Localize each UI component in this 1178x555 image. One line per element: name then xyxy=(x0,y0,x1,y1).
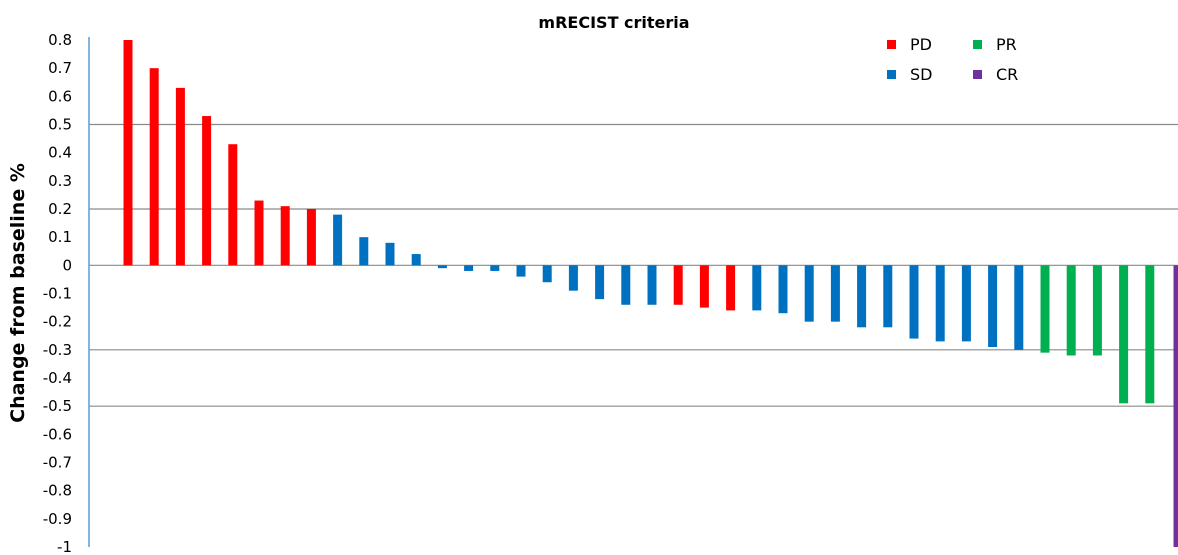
legend-swatch-pr xyxy=(973,40,982,49)
legend-label-pd: PD xyxy=(910,35,932,54)
bar-sd xyxy=(1014,265,1024,350)
bar-sd xyxy=(621,265,631,305)
bar-pd xyxy=(202,116,212,266)
legend-label-sd: SD xyxy=(910,65,932,84)
y-axis-label: Change from baseline % xyxy=(7,163,29,423)
bar-sd xyxy=(830,265,840,322)
bar-pd xyxy=(306,209,316,266)
bar-cr xyxy=(1173,265,1178,547)
bar-pd xyxy=(123,40,133,266)
y-tick-label: 0.8 xyxy=(48,31,72,49)
y-tick-label: -0.5 xyxy=(43,397,72,415)
legend-swatch-pd xyxy=(887,40,896,49)
y-tick-label: 0 xyxy=(62,256,72,274)
bars xyxy=(123,40,1178,547)
bar-sd xyxy=(542,265,552,283)
bar-sd xyxy=(464,265,474,271)
y-tick-label: 0.6 xyxy=(48,87,72,105)
bar-pd xyxy=(149,68,159,266)
legend-label-cr: CR xyxy=(996,65,1018,84)
y-tick-label: -0.3 xyxy=(43,341,72,359)
chart-title: mRECIST criteria xyxy=(538,13,689,32)
bar-sd xyxy=(568,265,578,291)
bar-pd xyxy=(673,265,683,305)
bar-sd xyxy=(437,265,447,269)
bar-sd xyxy=(490,265,500,271)
bar-pd xyxy=(228,144,238,266)
y-tick-label: -0.8 xyxy=(43,482,72,500)
y-tick-label: -1 xyxy=(57,538,72,555)
y-tick-label: -0.9 xyxy=(43,510,72,528)
y-tick-label: -0.7 xyxy=(43,454,72,472)
bar-sd xyxy=(804,265,814,322)
legend-swatch-cr xyxy=(973,70,982,79)
bar-pd xyxy=(726,265,736,311)
reference-lines xyxy=(89,123,1178,407)
bar-sd xyxy=(909,265,919,339)
y-tick-label: -0.1 xyxy=(43,285,72,303)
bar-sd xyxy=(411,254,421,266)
bar-sd xyxy=(857,265,867,328)
y-tick-label: -0.2 xyxy=(43,313,72,331)
bar-pr xyxy=(1119,265,1129,404)
bar-sd xyxy=(961,265,971,342)
legend-swatch-sd xyxy=(887,70,896,79)
bar-sd xyxy=(935,265,945,342)
bar-pd xyxy=(699,265,709,308)
bar-sd xyxy=(988,265,998,348)
bar-pd xyxy=(254,200,264,266)
bar-sd xyxy=(516,265,526,277)
y-tick-labels: 0.8 0.7 0.6 0.5 0.4 0.3 0.2 0.1 0 -0.1 -0.2 -0.3 -0.… xyxy=(43,31,72,555)
y-tick-label: 0.1 xyxy=(48,228,72,246)
bar-sd xyxy=(883,265,893,328)
y-tick-label: 0.5 xyxy=(48,116,72,134)
bar-sd xyxy=(385,242,395,266)
y-tick-label: 0.7 xyxy=(48,59,72,77)
bar-pd xyxy=(175,87,185,266)
bar-pr xyxy=(1145,265,1155,404)
bar-pr xyxy=(1066,265,1076,356)
y-tick-label: 0.4 xyxy=(48,144,72,162)
bar-pd xyxy=(280,206,290,266)
bar-sd xyxy=(333,214,343,266)
legend-label-pr: PR xyxy=(996,35,1017,54)
legend: PD PR SD CR xyxy=(887,35,1018,84)
y-tick-label: -0.4 xyxy=(43,369,72,387)
y-tick-label: 0.3 xyxy=(48,172,72,190)
y-tick-label: -0.6 xyxy=(43,425,72,443)
bar-pr xyxy=(1092,265,1102,356)
bar-sd xyxy=(778,265,788,314)
bar-sd xyxy=(752,265,762,311)
bar-sd xyxy=(595,265,605,300)
bar-sd xyxy=(647,265,657,305)
bar-sd xyxy=(359,237,369,266)
bar-pr xyxy=(1040,265,1050,353)
y-tick-label: 0.2 xyxy=(48,200,72,218)
